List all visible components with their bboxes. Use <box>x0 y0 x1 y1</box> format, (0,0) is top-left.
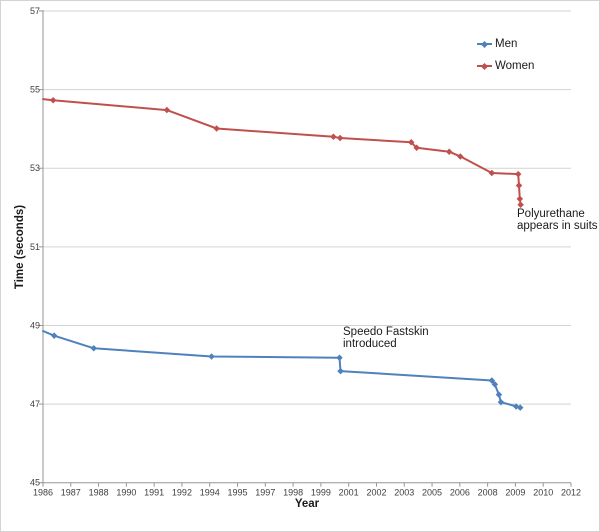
x-tick-label: 1998 <box>283 488 303 498</box>
men-data-marker <box>50 332 58 339</box>
x-tick-label: 2001 <box>339 488 359 498</box>
women-line-swatch <box>477 62 492 70</box>
men-marker-icon <box>480 40 489 48</box>
women-data-marker <box>457 153 464 160</box>
y-tick-label: 47 <box>30 399 40 409</box>
y-tick-label: 55 <box>30 85 40 95</box>
legend-item-women: Women <box>477 55 534 77</box>
y-tick-label: 51 <box>30 242 40 252</box>
women-data-marker <box>336 134 344 142</box>
y-tick-label: 45 <box>30 478 40 488</box>
men-series-line <box>42 330 522 409</box>
men-data-marker <box>337 367 344 375</box>
x-tick-label: 2005 <box>422 488 442 498</box>
x-tick-label: 1990 <box>116 488 136 498</box>
x-tick-label: 2003 <box>394 488 414 498</box>
women-data-marker <box>407 139 415 146</box>
women-data-marker <box>445 148 453 155</box>
women-data-marker <box>517 201 524 209</box>
x-tick-label: 1992 <box>172 488 192 498</box>
women-data-marker <box>516 195 524 203</box>
legend-label-women: Women <box>495 60 535 72</box>
x-tick-label: 1997 <box>255 488 275 498</box>
women-data-marker <box>514 170 522 178</box>
x-tick-label: 2010 <box>533 488 553 498</box>
x-tick-label: 2002 <box>366 488 386 498</box>
x-tick-label: 1988 <box>89 488 109 498</box>
women-data-marker <box>515 182 523 189</box>
men-data-marker <box>90 345 98 352</box>
women-data-marker <box>163 106 171 114</box>
legend-label-men: Men <box>495 38 518 50</box>
chart-legend: Men Women <box>477 33 534 77</box>
women-data-marker <box>330 133 337 141</box>
legend-item-men: Men <box>477 33 534 55</box>
x-tick-label: 1999 <box>311 488 331 498</box>
y-tick-label: 53 <box>30 163 40 173</box>
x-tick-label: 2012 <box>561 488 581 498</box>
x-tick-label: 1991 <box>144 488 164 498</box>
men-data-marker <box>336 354 343 361</box>
men-data-marker <box>488 377 496 384</box>
x-axis-title: Year <box>294 498 320 510</box>
women-marker-icon <box>480 62 489 70</box>
x-tick-label: 2006 <box>450 488 470 498</box>
men-line-swatch <box>477 40 492 48</box>
y-tick-label: 49 <box>30 320 40 330</box>
men-data-marker <box>208 353 215 360</box>
y-axis-title: Time (seconds) <box>14 204 26 290</box>
women-data-marker <box>413 144 420 152</box>
women-data-marker <box>49 96 57 104</box>
men-data-marker <box>497 398 505 406</box>
x-tick-label: 2008 <box>478 488 498 498</box>
annotation-speedo-fastskin: Speedo Fastskin introduced <box>343 326 429 350</box>
y-tick-label: 57 <box>30 6 40 16</box>
x-tick-label: 1987 <box>61 488 81 498</box>
x-tick-label: 1994 <box>200 488 220 498</box>
annotation-polyurethane: Polyurethane appears in suits <box>517 208 598 232</box>
women-data-marker <box>213 125 220 132</box>
men-data-marker <box>516 404 524 411</box>
x-tick-label: 1986 <box>33 488 53 498</box>
men-data-marker <box>495 391 503 398</box>
women-data-marker <box>488 169 496 177</box>
x-tick-label: 2009 <box>505 488 525 498</box>
men-data-marker <box>491 381 499 388</box>
x-tick-label: 1995 <box>228 488 248 498</box>
